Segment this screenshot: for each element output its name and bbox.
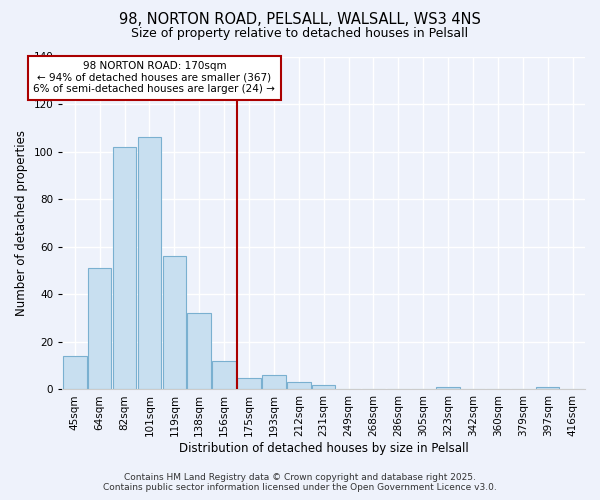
Bar xyxy=(88,268,112,390)
Bar xyxy=(536,387,559,390)
Text: Contains HM Land Registry data © Crown copyright and database right 2025.
Contai: Contains HM Land Registry data © Crown c… xyxy=(103,473,497,492)
Bar xyxy=(262,375,286,390)
Bar xyxy=(287,382,311,390)
Bar xyxy=(113,147,136,390)
Y-axis label: Number of detached properties: Number of detached properties xyxy=(15,130,28,316)
Bar xyxy=(137,138,161,390)
Bar xyxy=(63,356,86,390)
Bar xyxy=(163,256,186,390)
Text: 98, NORTON ROAD, PELSALL, WALSALL, WS3 4NS: 98, NORTON ROAD, PELSALL, WALSALL, WS3 4… xyxy=(119,12,481,28)
Bar xyxy=(237,378,261,390)
Text: Size of property relative to detached houses in Pelsall: Size of property relative to detached ho… xyxy=(131,28,469,40)
X-axis label: Distribution of detached houses by size in Pelsall: Distribution of detached houses by size … xyxy=(179,442,469,455)
Bar xyxy=(436,387,460,390)
Text: 98 NORTON ROAD: 170sqm
← 94% of detached houses are smaller (367)
6% of semi-det: 98 NORTON ROAD: 170sqm ← 94% of detached… xyxy=(34,62,275,94)
Bar xyxy=(212,361,236,390)
Bar xyxy=(187,314,211,390)
Bar xyxy=(312,384,335,390)
